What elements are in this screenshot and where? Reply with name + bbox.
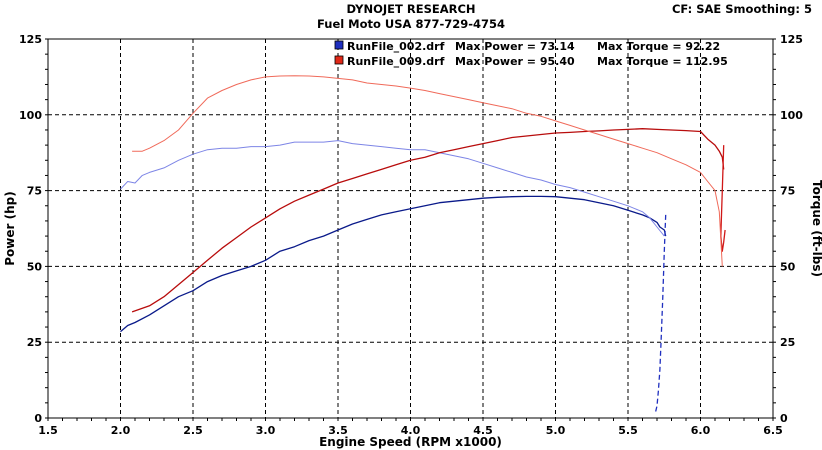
x-tick-label: 6.0 [691, 424, 711, 437]
y-right-tick-label: 75 [780, 185, 795, 198]
x-tick-label: 5.0 [546, 424, 566, 437]
legend-swatch [334, 40, 344, 50]
legend-max-torque: Max Torque = 112.95 [597, 55, 728, 68]
x-tick-label: 3.0 [256, 424, 276, 437]
y-left-tick-label: 0 [34, 412, 42, 425]
y-left-tick-label: 25 [27, 336, 42, 349]
series-line-1 [654, 214, 667, 413]
y-right-tick-label: 125 [780, 33, 803, 46]
x-tick-label: 1.5 [38, 424, 58, 437]
y-left-tick-label: 125 [19, 33, 42, 46]
x-tick-label: 6.5 [763, 424, 783, 437]
x-tick-label: 2.5 [183, 424, 203, 437]
y-axis-title-left: Power (hp) [3, 191, 17, 265]
y-left-tick-label: 100 [19, 109, 42, 122]
series-line-3 [131, 128, 725, 313]
legend-swatch [334, 55, 344, 65]
series-line-2 [120, 140, 665, 237]
chart-subtitle: Fuel Moto USA 877-729-4754 [316, 17, 506, 31]
chart-title: DYNOJET RESEARCH [346, 2, 476, 16]
legend-max-power: Max Power = 95.40 [455, 55, 575, 68]
x-tick-label: 4.0 [401, 424, 421, 437]
x-tick-label: 2.0 [111, 424, 131, 437]
y-left-tick-label: 50 [27, 260, 43, 273]
x-tick-label: 3.5 [328, 424, 348, 437]
series-line-5 [132, 75, 723, 267]
y-right-tick-label: 25 [780, 336, 795, 349]
y-right-tick-label: 50 [780, 260, 796, 273]
legend-file-name: RunFile_009.drf [347, 55, 445, 68]
x-axis-title: Engine Speed (RPM x1000) [319, 435, 502, 449]
x-tick-label: 5.5 [618, 424, 638, 437]
y-axis-title-right: Torque (ft-lbs) [810, 180, 822, 277]
correction-smoothing-info: CF: SAE Smoothing: 5 [671, 2, 812, 16]
y-right-tick-label: 100 [780, 109, 803, 122]
legend-max-power: Max Power = 73.14 [455, 40, 575, 53]
y-right-tick-label: 0 [780, 412, 788, 425]
y-left-tick-label: 75 [27, 185, 42, 198]
x-tick-label: 4.5 [473, 424, 493, 437]
legend-file-name: RunFile_002.drf [347, 40, 445, 53]
legend-max-torque: Max Torque = 92.22 [597, 40, 720, 53]
series-line-0 [120, 195, 667, 333]
